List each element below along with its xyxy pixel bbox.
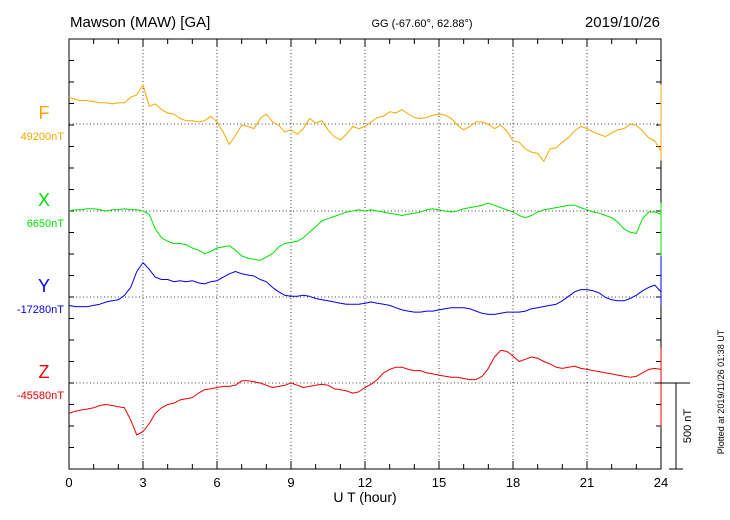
plotted-at-note: Plotted at 2019/11/26 01:38 UT [716,329,726,454]
scale-bar: 500 nT [655,382,694,470]
x-tick-labels: 0 3 6 9 12 15 18 21 24 [65,475,668,490]
grid-lines [69,39,661,469]
x-tick-label: 3 [139,475,146,490]
series-labels: F 49200nT X 6650nT Y -17280nT Z -45580nT [17,103,64,402]
x-tick-label: 15 [432,475,446,490]
baseline-label-Y: -17280nT [17,304,64,316]
trace-Y [68,256,662,315]
x-tick-label: 12 [358,475,372,490]
baseline-label-X: 6650nT [27,218,65,230]
series-letter-X: X [38,190,50,210]
baseline-label-Z: -45580nT [17,390,64,402]
series-letter-Z: Z [39,362,50,382]
trace-Z [68,347,662,436]
x-tick-label: 0 [65,475,72,490]
series-letter-F: F [39,103,50,123]
geographic-coordinates: GG (-67.60°, 62.88°) [371,18,472,30]
x-tick-label: 9 [287,475,294,490]
plot-frame [68,38,662,470]
baseline-label-F: 49200nT [21,131,65,143]
station-title: Mawson (MAW) [GA] [70,14,210,31]
axis-ticks [68,38,662,470]
trace-layer [68,84,662,436]
trace-X [68,202,662,261]
series-letter-Y: Y [38,276,50,296]
x-axis-title: U T (hour) [333,489,396,505]
x-tick-label: 6 [213,475,220,490]
plot-date: 2019/10/26 [585,14,660,31]
x-tick-label: 21 [580,475,594,490]
scale-bar-label: 500 nT [682,409,694,444]
trace-F [68,84,662,162]
x-tick-label: 24 [654,475,668,490]
x-tick-label: 18 [506,475,520,490]
